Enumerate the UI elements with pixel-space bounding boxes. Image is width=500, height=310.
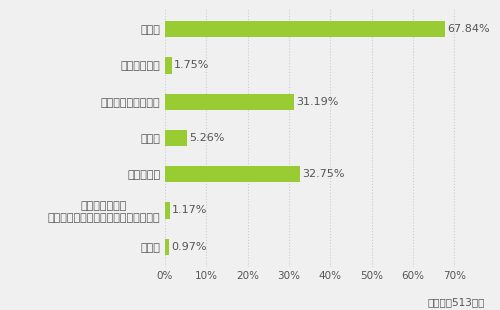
Text: 1.17%: 1.17%	[172, 206, 208, 215]
Text: 67.84%: 67.84%	[448, 24, 490, 34]
Text: 5.26%: 5.26%	[189, 133, 224, 143]
Text: 0.97%: 0.97%	[171, 242, 206, 252]
Bar	[165, 21, 446, 37]
Text: 31.19%: 31.19%	[296, 97, 339, 107]
Text: 32.75%: 32.75%	[302, 169, 345, 179]
Text: 回答数：513件）: 回答数：513件）	[428, 297, 485, 307]
Bar	[165, 202, 170, 219]
Bar	[165, 166, 300, 182]
Bar	[165, 130, 186, 146]
Text: 1.75%: 1.75%	[174, 60, 210, 70]
Bar	[165, 239, 169, 255]
Bar	[165, 57, 172, 73]
Bar	[165, 94, 294, 110]
